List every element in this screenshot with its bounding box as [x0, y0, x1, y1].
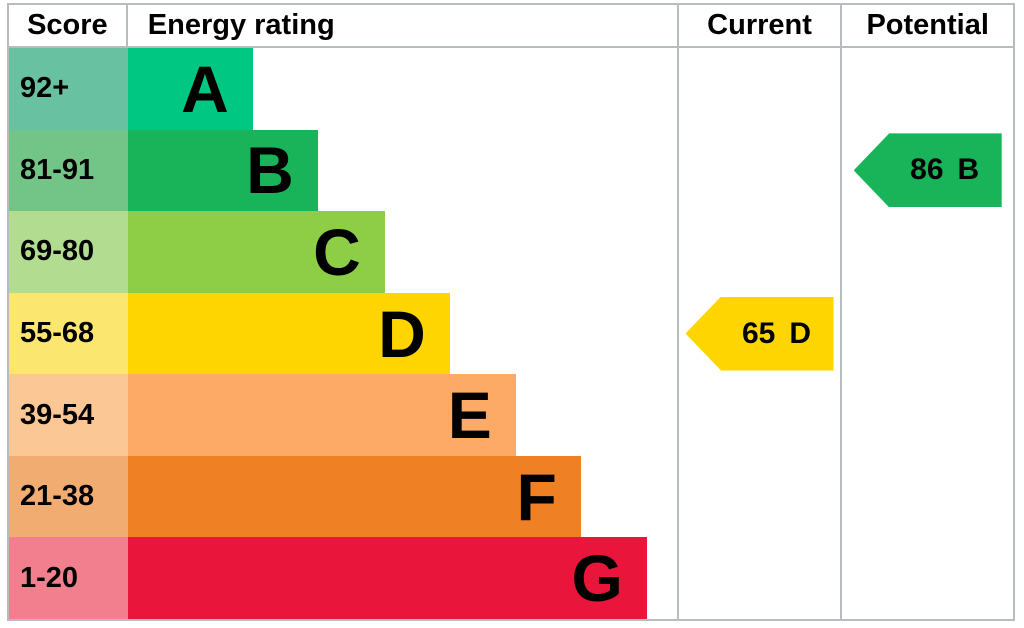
- band-row-b: 81-91 B 86 B: [9, 129, 1013, 212]
- bar-cell-f: F: [127, 455, 677, 538]
- score-range-a: 92+: [9, 48, 128, 130]
- band-row-e: 39-54 E: [9, 374, 1013, 456]
- current-cell-c: [676, 211, 841, 293]
- current-column-header: Current: [676, 5, 841, 46]
- score-column-header: Score: [9, 5, 128, 46]
- band-row-g: 1-20 G: [9, 537, 1013, 620]
- current-cell-f: [676, 455, 841, 538]
- chart-header-row: Score Energy rating Current Potential: [9, 5, 1013, 48]
- current-cell-g: [676, 537, 841, 620]
- bar-cell-c: C: [127, 211, 677, 293]
- bar-cell-e: E: [127, 374, 677, 456]
- potential-rating-arrow: 86 B: [853, 133, 1002, 208]
- energy-band-bar-c: C: [127, 211, 385, 293]
- potential-rating-value: 86: [910, 153, 944, 187]
- current-cell-b: [676, 129, 841, 212]
- energy-band-bar-a: A: [127, 48, 253, 130]
- potential-rating-band-letter: B: [957, 153, 980, 187]
- band-row-d: 55-68 D 65 D: [9, 292, 1013, 375]
- score-range-e: 39-54: [9, 374, 128, 456]
- potential-cell-e: [840, 374, 1013, 456]
- band-row-c: 69-80 C: [9, 211, 1013, 293]
- energy-band-bar-e: E: [127, 374, 516, 456]
- bar-cell-a: A: [127, 48, 677, 130]
- rating-bands-area: 92+ A 81-91 B 86 B 69-80 C 55-68 D 65 D 39-54 E 21-38 F…: [9, 48, 1013, 620]
- energy-band-bar-f: F: [127, 455, 581, 538]
- bar-cell-d: D: [127, 292, 677, 375]
- score-range-g: 1-20: [9, 537, 128, 620]
- current-rating-value: 65: [741, 316, 776, 350]
- potential-cell-f: [840, 455, 1013, 538]
- score-range-d: 55-68: [9, 292, 128, 375]
- bar-cell-b: B: [127, 129, 677, 212]
- potential-column-header: Potential: [840, 5, 1013, 46]
- potential-cell-d: [840, 292, 1013, 375]
- band-row-f: 21-38 F: [9, 455, 1013, 538]
- energy-band-bar-g: G: [127, 537, 647, 620]
- score-range-b: 81-91: [9, 129, 128, 212]
- epc-rating-chart: Score Energy rating Current Potential 92…: [7, 3, 1015, 621]
- potential-cell-g: [840, 537, 1013, 620]
- energy-band-bar-b: B: [127, 129, 318, 212]
- potential-cell-c: [840, 211, 1013, 293]
- energy-band-bar-d: D: [127, 292, 450, 375]
- band-row-a: 92+ A: [9, 48, 1013, 130]
- current-cell-a: [676, 48, 841, 130]
- current-cell-d: 65 D: [676, 292, 841, 375]
- current-rating-band-letter: D: [789, 316, 812, 350]
- potential-cell-a: [840, 48, 1013, 130]
- potential-cell-b: 86 B: [840, 129, 1013, 212]
- score-range-f: 21-38: [9, 455, 128, 538]
- energy-rating-column-header: Energy rating: [147, 9, 335, 41]
- score-range-c: 69-80: [9, 211, 128, 293]
- current-cell-e: [676, 374, 841, 456]
- current-rating-arrow: 65 D: [685, 296, 834, 371]
- bar-cell-g: G: [127, 537, 677, 620]
